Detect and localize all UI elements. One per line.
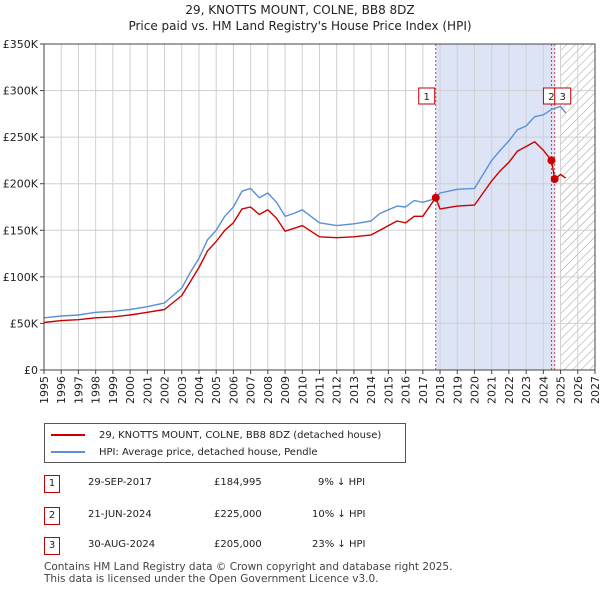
transaction-date: 21-JUN-2024 [88,509,152,520]
x-tick-label: 2006 [227,376,240,404]
hpi-line [44,105,567,319]
chart-subtitle: Price paid vs. HM Land Registry's House … [128,19,472,33]
x-tick-label: 2015 [382,376,395,404]
transaction-hpi: 23% ↓ HPI [312,539,366,550]
sale-marker [431,193,440,202]
x-tick-label: 2002 [159,376,172,404]
x-tick-label: 1999 [107,376,120,404]
y-tick-label: £350K [3,38,39,51]
x-tick-label: 2004 [193,376,206,404]
transaction-label-text: 1 [424,92,430,103]
x-tick-label: 2008 [262,376,275,404]
transaction-label-box [418,87,436,105]
legend-label-hpi: HPI: Average price, detached house, Pend… [99,446,318,458]
x-tick-label: 2003 [176,376,189,404]
y-tick-label: £150K [3,224,39,237]
x-tick-label: 2025 [555,376,568,404]
x-tick-label: 2027 [589,376,600,404]
x-tick-label: 1998 [90,376,103,404]
transaction-label-box [554,87,572,105]
transaction-price: £225,000 [214,509,262,520]
y-tick-label: £200K [3,178,39,191]
transaction-label-text: 2 [548,92,554,103]
y-tick-label: £300K [3,85,39,98]
x-tick-label: 2019 [451,376,464,404]
x-tick-label: 2021 [486,376,499,404]
x-tick-label: 2010 [296,376,309,404]
x-tick-label: 2026 [572,376,585,404]
y-tick-label: £100K [3,271,39,284]
legend-label-property: 29, KNOTTS MOUNT, COLNE, BB8 8DZ (detach… [99,429,382,441]
transaction-label: 3 [554,87,572,105]
transaction-price: £184,995 [214,477,262,488]
x-tick-label: 2020 [468,376,481,404]
transaction-num: 2 [44,507,60,525]
transaction-date: 29-SEP-2017 [88,477,152,488]
x-tick-label: 1996 [55,376,68,404]
x-tick-label: 2022 [503,376,516,404]
transaction-num: 3 [44,537,60,555]
property-price-line [44,141,567,324]
x-tick-label: 2013 [348,376,361,404]
x-tick-label: 2024 [537,376,550,404]
x-tick-label: 1997 [72,376,85,404]
transaction-hpi: 10% ↓ HPI [312,509,366,520]
transaction-price: £205,000 [214,539,262,550]
x-tick-label: 2001 [141,376,154,404]
y-tick-label: £0 [24,364,38,377]
x-tick-label: 2012 [331,376,344,404]
x-tick-label: 1995 [38,376,51,404]
transaction-label-text: 3 [560,92,566,103]
x-tick-label: 2000 [124,376,137,404]
legend: 29, KNOTTS MOUNT, COLNE, BB8 8DZ (detach… [44,423,406,463]
legend-line-property [51,434,85,436]
x-tick-label: 2017 [417,376,430,404]
sale-marker [547,156,556,165]
legend-item-property: 29, KNOTTS MOUNT, COLNE, BB8 8DZ (detach… [51,427,381,443]
chart-title: 29, KNOTTS MOUNT, COLNE, BB8 8DZ [185,3,415,17]
transaction-label: 1 [418,87,436,105]
transaction-date: 30-AUG-2024 [88,539,156,550]
x-tick-label: 2018 [434,376,447,404]
footer-licence: This data is licensed under the Open Gov… [44,573,379,585]
legend-item-hpi: HPI: Average price, detached house, Pend… [51,444,318,460]
footer-copyright: Contains HM Land Registry data © Crown c… [44,561,453,573]
sale-marker [550,175,559,184]
x-tick-label: 2009 [279,376,292,404]
x-tick-label: 2023 [520,376,533,404]
x-tick-label: 2007 [245,376,258,404]
transaction-num: 1 [44,475,60,493]
legend-line-hpi [51,451,85,453]
transaction-hpi: 9% ↓ HPI [318,477,366,488]
x-tick-label: 2014 [365,376,378,404]
x-tick-label: 2011 [314,376,327,404]
x-tick-label: 2005 [210,376,223,404]
y-tick-label: £250K [3,131,39,144]
y-tick-label: £50K [10,317,39,330]
x-tick-label: 2016 [400,376,413,404]
